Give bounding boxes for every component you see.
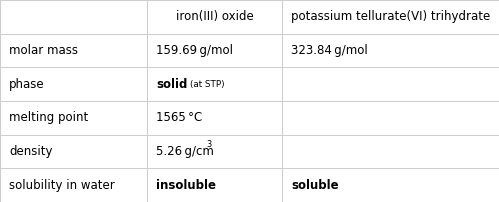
Text: density: density xyxy=(9,145,52,158)
Text: iron(III) oxide: iron(III) oxide xyxy=(176,10,253,23)
Text: (at STP): (at STP) xyxy=(190,80,225,89)
Text: insoluble: insoluble xyxy=(156,179,216,192)
Text: phase: phase xyxy=(9,78,44,91)
Text: soluble: soluble xyxy=(291,179,338,192)
Text: potassium tellurate(VI) trihydrate: potassium tellurate(VI) trihydrate xyxy=(291,10,490,23)
Text: 5.26 g/cm: 5.26 g/cm xyxy=(156,145,214,158)
Text: 159.69 g/mol: 159.69 g/mol xyxy=(156,44,233,57)
Text: melting point: melting point xyxy=(9,111,88,124)
Text: solid: solid xyxy=(156,78,188,91)
Text: solubility in water: solubility in water xyxy=(9,179,115,192)
Text: 3: 3 xyxy=(206,140,212,149)
Text: molar mass: molar mass xyxy=(9,44,78,57)
Text: 1565 °C: 1565 °C xyxy=(156,111,203,124)
Text: 323.84 g/mol: 323.84 g/mol xyxy=(291,44,368,57)
